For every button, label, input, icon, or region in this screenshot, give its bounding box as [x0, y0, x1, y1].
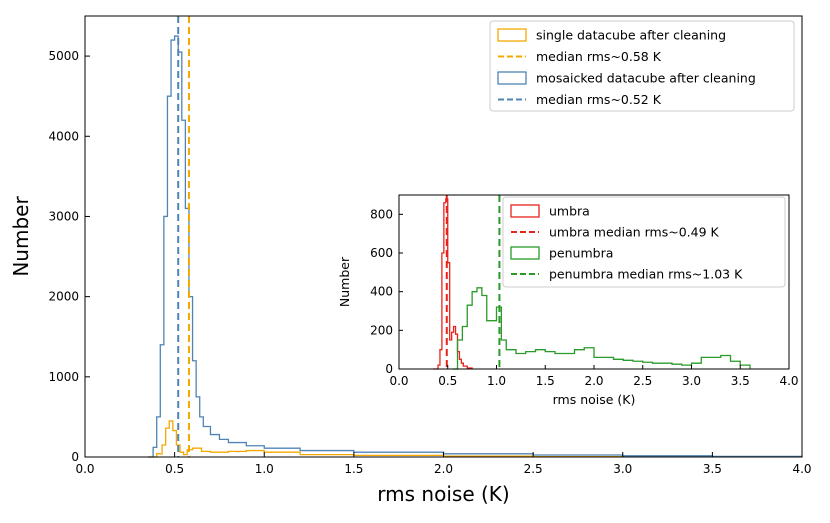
- inset-legend-box: [502, 196, 786, 288]
- main-x-tick-label: 2.5: [524, 462, 543, 476]
- inset-x-axis-label: rms noise (K): [553, 392, 636, 407]
- inset-panel: 0.0 0.5 1.0 1.5 2.0 2.5 3.0 3.5 4.0 0 200 400 600 800…: [337, 194, 799, 407]
- inset-y-tick-label: 800: [370, 207, 393, 221]
- inset-legend: umbra umbra median rms~0.49 K penumbra penu…: [502, 196, 786, 288]
- inset-y-tick-label: 0: [385, 362, 393, 376]
- main-x-tick-label: 3.5: [703, 462, 722, 476]
- main-y-tick-label: 4000: [48, 129, 79, 143]
- legend-label: mosaicked datacube after cleaning: [536, 71, 756, 86]
- main-y-tick-label: 2000: [48, 290, 79, 304]
- inset-x-tick-label: 0.5: [438, 374, 457, 388]
- inset-x-tick-label: 4.0: [779, 374, 798, 388]
- legend-patch: [497, 28, 527, 42]
- legend-label: umbra median rms~0.49 K: [549, 225, 720, 240]
- legend-label: penumbra: [549, 246, 613, 261]
- main-x-tick-label: 4.0: [792, 462, 811, 476]
- main-x-tick-label: 3.0: [613, 462, 632, 476]
- main-legend: single datacube after cleaning median rms…: [489, 20, 795, 112]
- legend-label: single datacube after cleaning: [536, 28, 726, 43]
- legend-label: median rms~0.52 K: [536, 92, 662, 107]
- inset-x-tick-label: 1.0: [487, 374, 506, 388]
- legend-patch: [510, 246, 540, 260]
- main-x-tick-label: 1.0: [255, 462, 274, 476]
- legend-label: penumbra median rms~1.03 K: [549, 267, 743, 282]
- main-legend-box: [489, 20, 795, 112]
- main-x-tick-label: 2.0: [434, 462, 453, 476]
- legend-label: median rms~0.58 K: [536, 49, 662, 64]
- main-x-tick-label: 0.5: [165, 462, 184, 476]
- main-y-tick-label: 1000: [48, 370, 79, 384]
- inset-y-tick-label: 600: [370, 246, 393, 260]
- inset-series-2-step: [452, 287, 751, 370]
- main-y-tick-label: 3000: [48, 209, 79, 223]
- inset-x-tick-label: 0.0: [389, 374, 408, 388]
- main-x-tick-label: 1.5: [344, 462, 363, 476]
- inset-x-tick-label: 2.0: [584, 374, 603, 388]
- inset-series-1-step: [433, 198, 473, 370]
- legend-label: umbra: [549, 204, 590, 219]
- legend-patch: [497, 71, 527, 85]
- inset-x-tick-label: 3.5: [731, 374, 750, 388]
- main-y-tick-label: 5000: [48, 49, 79, 63]
- main-y-axis-label: Number: [9, 196, 33, 277]
- inset-x-tick-label: 1.5: [536, 374, 555, 388]
- inset-x-tick-label: 2.5: [633, 374, 652, 388]
- main-x-axis-label: rms noise (K): [377, 482, 509, 506]
- inset-y-tick-label: 400: [370, 285, 393, 299]
- inset-y-tick-label: 200: [370, 323, 393, 337]
- main-x-tick-label: 0.0: [75, 462, 94, 476]
- main-y-tick-label: 0: [71, 450, 79, 464]
- inset-x-tick-label: 3.0: [682, 374, 701, 388]
- legend-patch: [510, 204, 540, 218]
- inset-y-axis-label: Number: [337, 256, 352, 307]
